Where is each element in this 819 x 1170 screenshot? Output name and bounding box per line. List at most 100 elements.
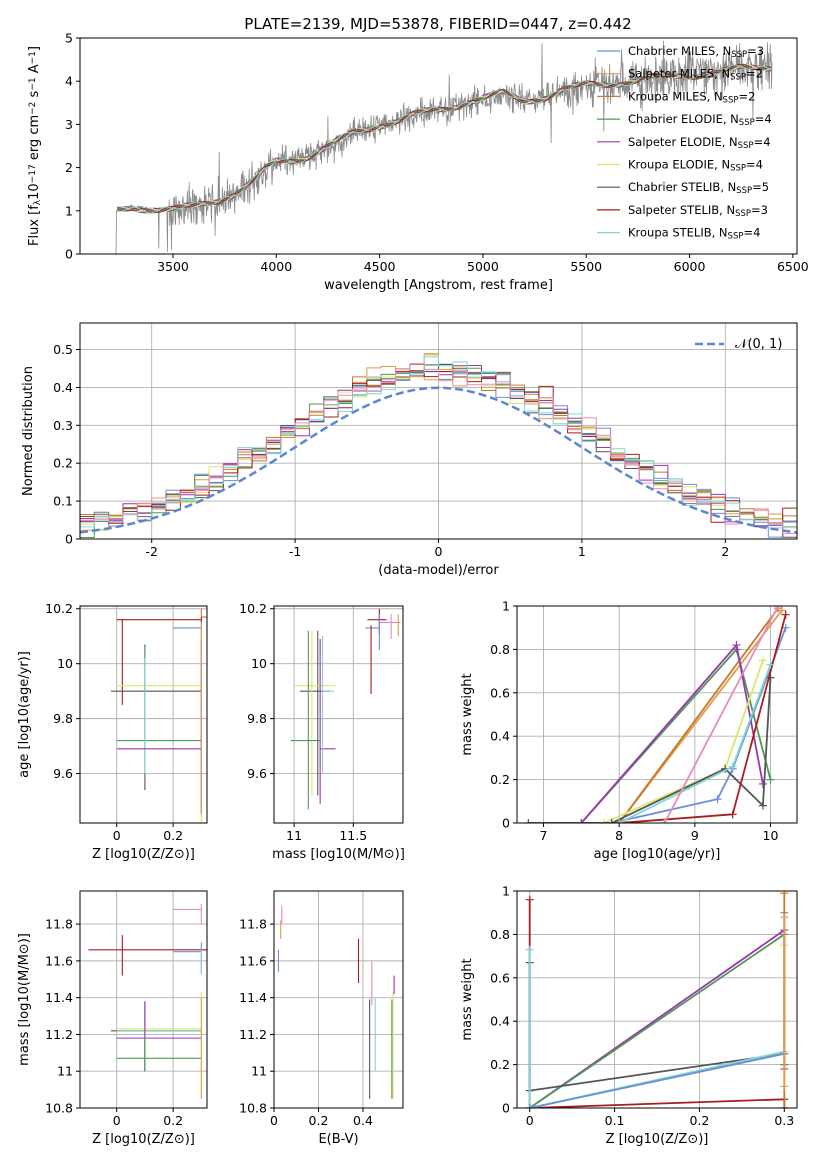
y-tick-label: 11.6 [239, 953, 267, 968]
ylabel-part: λ [33, 199, 43, 205]
weight-marker [780, 891, 789, 898]
mass-vs-Z-panel: 0 0.2 10.8 11 11.2 11.4 11.6 11.8 Z [log10(Z/Z⊙)… [17, 890, 208, 1147]
x-tick-label: 5000 [467, 259, 499, 274]
age-vs-mass-panel: 11 11.5 9.6 9.8 10 10.2 mass [log10(M/M⊙)] [239, 601, 405, 862]
weight-vs-age-ylabel: mass weight [460, 673, 475, 755]
x-tick-label: -1 [289, 544, 301, 559]
y-tick-label: 11.8 [45, 917, 73, 932]
x-tick-label: 0.4 [353, 1113, 373, 1128]
legend-text: =2 [746, 67, 763, 81]
residual-histogram-frame [79, 322, 798, 540]
legend-sub: SSP [730, 73, 746, 83]
weight-marker [781, 610, 790, 619]
ylabel-part: s [27, 90, 42, 101]
normal-curve [80, 386, 797, 534]
x-tick-label: 0 [270, 1113, 278, 1128]
x-tick-label: 4000 [260, 259, 292, 274]
ylabel-part: −17 [28, 164, 38, 183]
model-spectrum-line [117, 63, 772, 213]
spectrum-xlabel: wavelength [Angstrom, rest frame] [324, 278, 553, 293]
y-tick-label: 0.2 [490, 772, 510, 787]
ylabel-part: −1 [28, 51, 38, 64]
legend-sub: SSP [728, 232, 744, 242]
y-tick-label: 0 [65, 247, 73, 262]
legend-text: Chabrier MILES, N [628, 44, 731, 58]
legend-text: =3 [747, 44, 764, 58]
y-tick-label: 1 [502, 884, 510, 899]
y-tick-label: 10.8 [45, 1101, 73, 1116]
x-tick-label: 1 [578, 544, 586, 559]
weight-vs-Z-ylabel: mass weight [460, 958, 475, 1040]
y-tick-label: 9.6 [247, 766, 267, 781]
legend-sub: SSP [739, 118, 755, 128]
legend-text: =5 [752, 180, 769, 194]
legend-text: Chabrier ELODIE, N [628, 112, 739, 126]
y-tick-label: 10 [57, 656, 73, 671]
ylabel-part: 10 [27, 183, 42, 200]
legend-entry: Salpeter STELIB, NSSP=3 [628, 203, 768, 219]
weight-marker [524, 819, 533, 823]
y-tick-label: 0.4 [490, 1014, 510, 1029]
legend-sub: SSP [738, 141, 754, 151]
legend-sub: SSP [731, 50, 747, 60]
x-tick-label: 11.5 [339, 828, 367, 843]
legend-text: =4 [755, 112, 772, 126]
weight-marker [758, 801, 767, 810]
y-tick-label: 0.6 [490, 685, 510, 700]
legend-entry: Chabrier STELIB, NSSP=5 [628, 180, 769, 196]
legend-entry: 𝒩(0, 1) [735, 337, 782, 352]
weight-marker [766, 660, 775, 669]
legend-text: =3 [751, 203, 768, 217]
weight-marker [525, 895, 534, 904]
residual-histogram-plot-area [80, 323, 797, 539]
mass-vs-EBV-plot-area [274, 891, 403, 1108]
x-tick-label: 0.2 [689, 1113, 709, 1128]
weight-line [663, 606, 779, 823]
legend-text: =4 [743, 226, 760, 240]
x-tick-label: -2 [145, 544, 157, 559]
weight-line [611, 627, 787, 823]
residual-histogram-xlabel: (data-model)/error [378, 563, 499, 578]
weight-vs-age-plot-area [517, 606, 797, 823]
weight-marker [728, 810, 737, 819]
legend-text: Chabrier STELIB, N [628, 180, 736, 194]
weight-marker [758, 656, 767, 665]
legend-sub: SSP [735, 209, 751, 219]
y-tick-label: 0.6 [490, 970, 510, 985]
legend-text: =4 [754, 135, 771, 149]
legend-sub: SSP [730, 164, 746, 174]
legend-text: Kroupa MILES, N [628, 89, 723, 103]
age-vs-Z-frame [79, 605, 208, 824]
y-tick-label: 0.2 [490, 1057, 510, 1072]
model-spectrum-line [117, 64, 772, 214]
ylabel-part: ] [27, 46, 42, 51]
ylabel-part: Flux [f [27, 205, 42, 246]
y-tick-label: 11 [57, 1064, 73, 1079]
age-vs-Z-ylabel: age [log10(age/yr)] [17, 651, 32, 778]
mass-vs-Z-xlabel: Z [log10(Z/Z⊙)] [92, 1132, 195, 1147]
weight-marker [525, 1104, 534, 1108]
y-tick-label: 5 [65, 31, 73, 46]
weight-marker [577, 819, 586, 823]
y-tick-label: 11.4 [45, 990, 73, 1005]
x-tick-label: 0 [113, 1113, 121, 1128]
y-tick-label: 9.8 [247, 711, 267, 726]
weight-marker [728, 762, 737, 771]
x-tick-label: 0.2 [309, 1113, 329, 1128]
x-tick-label: 0 [113, 828, 121, 843]
weight-vs-Z-frame [516, 890, 798, 1109]
histogram-step [80, 364, 797, 538]
y-tick-label: 10.2 [45, 601, 73, 616]
y-tick-label: 1 [502, 599, 510, 614]
weight-line [528, 949, 785, 1108]
residual-histogram-ylabel: Normed distribution [21, 366, 36, 496]
y-tick-label: 11.6 [45, 953, 73, 968]
mass-vs-EBV-frame [273, 890, 404, 1109]
legend-text: Salpeter ELODIE, N [628, 135, 738, 149]
age-vs-Z-plot-area [80, 606, 207, 823]
y-tick-label: 0.3 [53, 418, 73, 433]
y-tick-label: 11.2 [239, 1027, 267, 1042]
ylabel-part: −1 [28, 77, 38, 90]
model-spectrum-line [117, 64, 772, 214]
